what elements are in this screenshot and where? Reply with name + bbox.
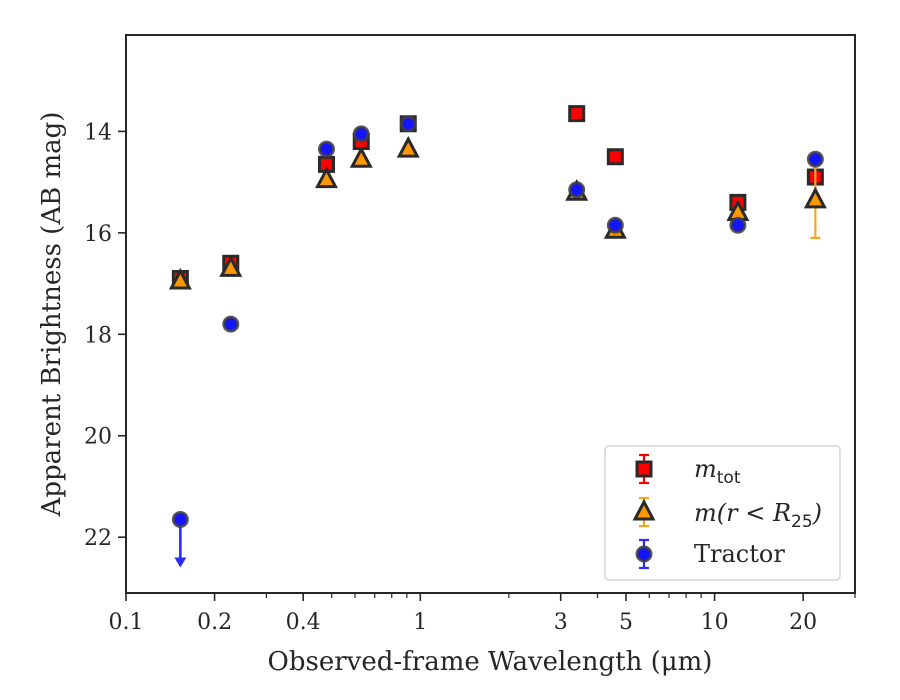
y-tick-label: 20	[84, 425, 112, 450]
x-tick-label: 10	[701, 610, 729, 635]
data-point	[396, 135, 420, 158]
upper-limit-arrowhead	[174, 557, 187, 568]
series-m-r25	[168, 135, 827, 290]
legend-marker-m-r25	[632, 498, 656, 521]
data-point	[568, 105, 586, 123]
legend-label-tractor: Tractor	[694, 540, 785, 568]
data-point	[171, 510, 189, 528]
x-tick-label: 0.4	[286, 610, 321, 635]
data-point	[317, 140, 335, 158]
legend-label-m-tot: mtot	[694, 455, 741, 488]
x-tick-label: 5	[619, 610, 633, 635]
data-point	[314, 166, 338, 189]
data-point	[352, 125, 370, 143]
x-axis-label: Observed-frame Wavelength (μm)	[268, 647, 713, 677]
data-series	[168, 105, 827, 568]
x-tick-label: 0.1	[109, 610, 144, 635]
series-m-tot	[171, 105, 824, 287]
y-tick-label: 22	[84, 526, 112, 551]
x-axis-ticks: 0.1 0.2 0.4 1 3 5 10 20	[109, 593, 856, 635]
data-point	[168, 267, 192, 290]
series-tractor	[171, 115, 824, 568]
plot-frame	[125, 34, 856, 594]
x-tick-label: 1	[413, 610, 427, 635]
data-point	[399, 115, 417, 133]
data-point	[803, 186, 827, 209]
x-tick-label: 3	[554, 610, 568, 635]
y-tick-label: 14	[84, 120, 112, 145]
legend-marker-m-tot	[635, 460, 653, 478]
data-point	[606, 148, 624, 166]
y-tick-label: 16	[84, 222, 112, 247]
legend-marker-tractor	[635, 545, 653, 563]
legend-glyphs	[632, 453, 656, 570]
legend: mtot m(r < R25) Tractor	[604, 445, 841, 581]
x-tick-label: 0.2	[197, 610, 232, 635]
legend-box	[604, 445, 841, 581]
y-axis-ticks: 14 16 18 20 22	[84, 120, 126, 551]
data-point	[349, 146, 373, 168]
data-point	[222, 315, 240, 333]
data-point	[568, 181, 586, 199]
x-tick-label: 20	[789, 610, 817, 635]
data-point	[729, 216, 747, 234]
y-tick-label: 18	[84, 323, 112, 348]
legend-label-m-r25: m(r < R25)	[694, 499, 822, 532]
data-point	[606, 216, 624, 234]
y-axis-label: Apparent Brightness (AB mag)	[37, 112, 67, 518]
data-point	[219, 255, 243, 277]
data-point	[806, 150, 824, 168]
